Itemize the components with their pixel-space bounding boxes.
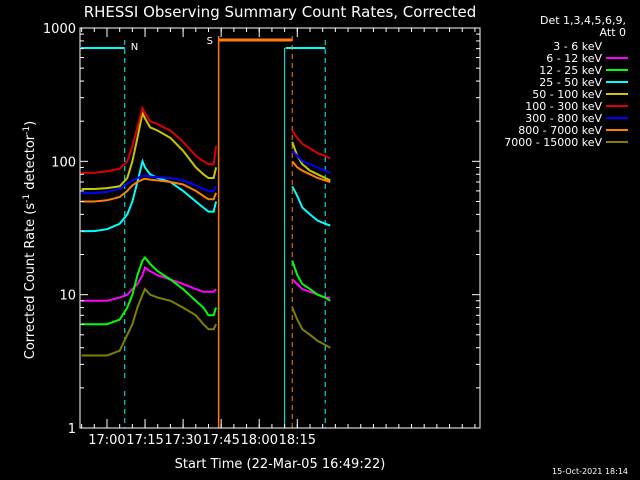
series-segment [81, 174, 217, 194]
x-axis-label: Start Time (22-Mar-05 16:49:22) [175, 457, 386, 472]
plot-timestamp: 15-Oct-2021 18:14 [552, 467, 628, 476]
series-segment [291, 278, 331, 299]
series-segment [291, 307, 331, 349]
x-tick-label: 17:45 [202, 433, 239, 448]
y-axis-label-base: Corrected Count Rate (s [23, 203, 38, 360]
saa-label: S [207, 36, 213, 47]
y-axis-label-mid: detector [23, 134, 38, 194]
series-line [81, 287, 331, 357]
night-marker [284, 40, 326, 428]
legend-label: 50 - 100 keV [532, 88, 602, 101]
series-segment [291, 150, 331, 174]
legend-label: 800 - 7000 keV [518, 124, 602, 137]
legend-label: 100 - 300 keV [525, 100, 602, 113]
plot-frame [79, 27, 481, 429]
night-label: N [131, 42, 138, 53]
x-tick-label: 17:00 [88, 433, 125, 448]
series-segment [81, 177, 218, 203]
night-marker: N [81, 40, 138, 428]
x-tick-label: 17:15 [126, 433, 163, 448]
series-segment [291, 260, 331, 302]
series-line [81, 150, 331, 194]
series-segment [81, 158, 218, 233]
plot-area: NS [81, 36, 331, 428]
legend-label: 25 - 50 keV [539, 76, 602, 89]
y-tick-label: 1000 [43, 22, 76, 37]
series-line [81, 105, 331, 174]
y-axis-label-sup1: -1 [22, 194, 32, 203]
series-segment [81, 105, 218, 174]
series-segment [81, 265, 217, 302]
series-line [81, 160, 331, 203]
series-line [81, 265, 331, 302]
series-segment [81, 339, 218, 406]
y-tick-label: 1 [68, 422, 76, 437]
series-segment [291, 160, 331, 183]
y-axis-label-sup2: -1 [22, 126, 32, 135]
y-tick-label: 10 [59, 289, 76, 304]
series-line [81, 339, 331, 406]
series-segment [81, 109, 218, 190]
series-segment [291, 185, 331, 227]
y-axis-label-end: ) [23, 121, 38, 126]
legend-header: Att 0 [600, 26, 626, 39]
legend-label: 12 - 25 keV [539, 64, 602, 77]
x-tick-label: 17:30 [164, 433, 201, 448]
chart-title: RHESSI Observing Summary Count Rates, Co… [84, 3, 477, 21]
x-tick-label: 18:15 [279, 433, 316, 448]
legend-label: 300 - 800 keV [525, 112, 602, 125]
legend-label: 6 - 12 keV [546, 52, 602, 65]
series-segment [81, 287, 217, 357]
x-tick-label: 18:00 [241, 433, 278, 448]
series-line [81, 255, 331, 326]
series-segment [291, 130, 331, 160]
series-segment [291, 374, 331, 406]
series-segment [81, 255, 218, 326]
y-tick-label: 100 [51, 155, 76, 170]
y-axis-label: Corrected Count Rate (s-1 detector-1) [22, 121, 38, 359]
series-line [81, 158, 331, 233]
legend-label: 7000 - 15000 keV [504, 136, 602, 149]
legend-header: Det 1,3,4,5,6,9, [540, 14, 626, 27]
axes: 1 10 100 1000 17:00 17:15 17:30 17:45 18:00 18:15 [43, 22, 481, 448]
saa-marker: S [207, 36, 293, 428]
legend-label: 3 - 6 keV [553, 40, 602, 53]
